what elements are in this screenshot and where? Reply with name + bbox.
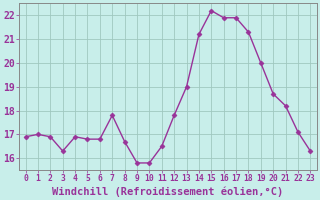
X-axis label: Windchill (Refroidissement éolien,°C): Windchill (Refroidissement éolien,°C) [52, 186, 284, 197]
